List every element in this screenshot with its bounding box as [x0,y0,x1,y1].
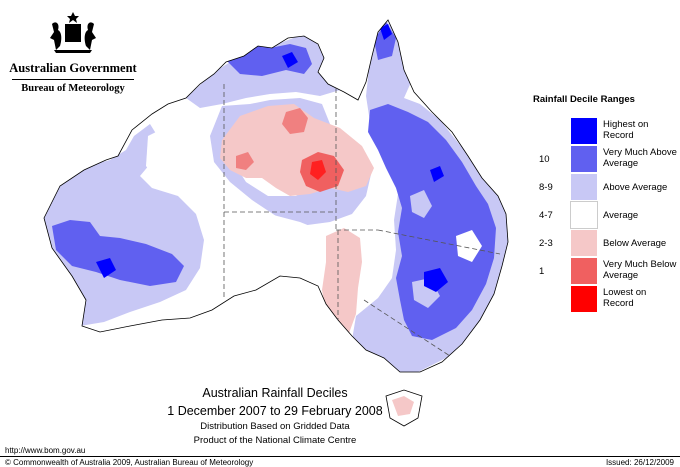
bureau-title: Bureau of Meteorology [21,83,125,94]
legend-swatch [571,146,597,172]
legend-swatch [570,201,598,229]
legend-range: 4-7 [539,210,553,221]
copyright-text: © Commonwealth of Australia 2009, Austra… [5,458,254,467]
legend-range: 1 [539,266,545,277]
map-product: Product of the National Climate Centre [193,435,357,446]
legend-range: 8-9 [539,182,553,193]
legend-range: 2-3 [539,238,553,249]
government-logo: Australian Government Bureau of Meteorol… [8,10,138,94]
legend-item: 2-3 Below Average [533,230,678,258]
legend-label: Very Much Above Average [603,147,677,169]
legend-swatch [571,230,597,256]
legend-swatch [571,258,597,284]
legend-label: Highest on Record [603,119,649,141]
map-period: 1 December 2007 to 29 February 2008 [167,404,383,418]
legend-label: Lowest on Record [603,287,647,309]
state-borders [223,84,501,357]
legend-label: Above Average [603,182,668,193]
below-average-region-south [322,228,362,336]
coat-of-arms-icon [50,12,96,53]
very-much-above-average-region-west [52,220,184,286]
legend-item: 8-9 Above Average [533,174,678,202]
very-much-above-average-region-east [368,104,496,340]
map-method: Distribution Based on Gridded Data [200,421,350,432]
legend-range: 10 [539,154,550,165]
legend-item: Highest on Record [533,118,678,146]
logo-divider [12,79,134,80]
legend-swatch [571,118,597,144]
legend-title: Rainfall Decile Ranges [533,94,635,105]
footer-divider [0,456,680,457]
map-caption: Australian Rainfall Deciles 1 December 2… [110,386,440,446]
legend-swatch [571,174,597,200]
legend-item: 1 Very Much Below Average [533,258,678,286]
map-title: Australian Rainfall Deciles [202,386,348,400]
legend-label: Very Much Below Average [603,259,677,281]
issued-date: Issued: 26/12/2009 [605,458,674,467]
legend-item: 4-7 Average [533,201,678,230]
website-url: http://www.bom.gov.au [5,446,86,455]
legend-item: 10 Very Much Above Average [533,146,678,174]
legend-label: Below Average [603,238,667,249]
legend-label: Average [603,210,639,221]
legend-item: Lowest on Record [533,286,678,314]
government-title: Australian Government [9,61,137,75]
decile-legend: Rainfall Decile Ranges Highest on Record… [533,94,678,314]
legend-swatch [571,286,597,312]
